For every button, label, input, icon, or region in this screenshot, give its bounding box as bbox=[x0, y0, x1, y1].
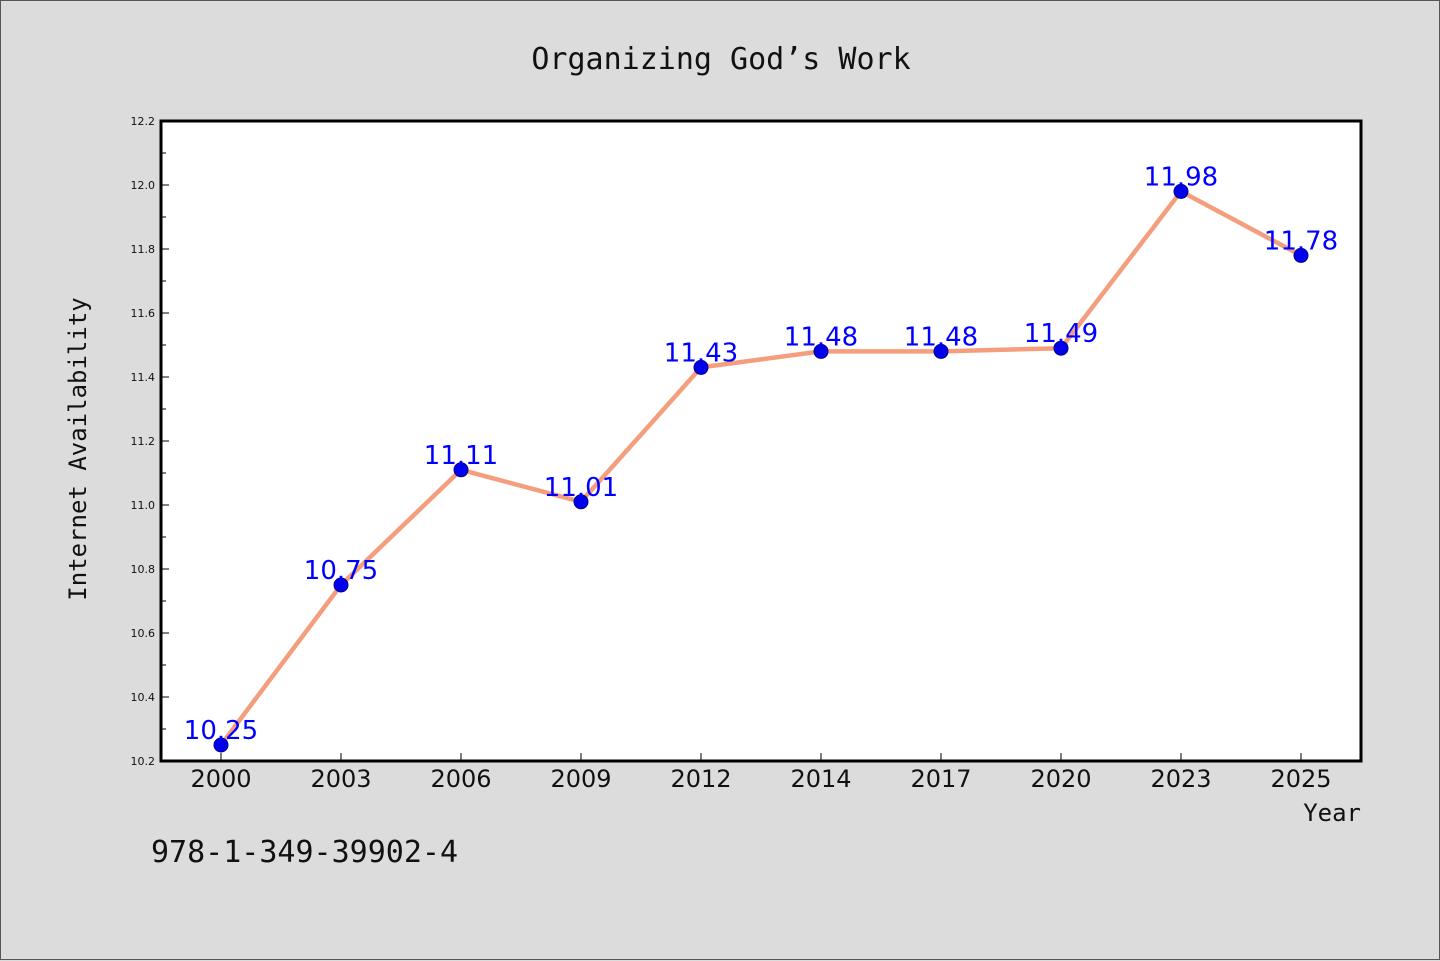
data-label: 11.43 bbox=[664, 338, 738, 368]
plot-area bbox=[159, 119, 1363, 763]
x-tick-label: 2000 bbox=[190, 765, 251, 793]
x-tick-label: 2017 bbox=[910, 765, 971, 793]
data-label: 10.75 bbox=[304, 556, 378, 586]
x-tick-label: 2025 bbox=[1270, 765, 1331, 793]
data-label: 11.98 bbox=[1144, 162, 1218, 192]
data-label: 11.01 bbox=[544, 473, 618, 503]
data-series bbox=[213, 183, 1309, 753]
y-tick-label: 12.2 bbox=[131, 115, 156, 128]
isbn-text: 978-1-349-39902-4 bbox=[151, 835, 459, 870]
data-label: 10.25 bbox=[184, 716, 258, 746]
data-label: 11.11 bbox=[424, 441, 498, 471]
series-line bbox=[218, 189, 1304, 748]
data-label: 11.48 bbox=[784, 322, 858, 352]
y-tick-label: 11.4 bbox=[131, 371, 156, 384]
data-point bbox=[573, 494, 589, 510]
x-tick-label: 2014 bbox=[790, 765, 851, 793]
y-tick-label: 12.0 bbox=[131, 179, 156, 192]
y-tick-label: 11.8 bbox=[131, 243, 156, 256]
y-tick-label: 10.2 bbox=[131, 755, 156, 768]
x-tick-label: 2009 bbox=[550, 765, 611, 793]
data-point bbox=[333, 577, 349, 593]
y-tick-label: 11.2 bbox=[131, 435, 156, 448]
data-labels: 10.25 10.75 11.11 11.01 11.43 11.48 11.48 11.49… bbox=[184, 162, 1338, 746]
x-tick-label: 2006 bbox=[430, 765, 491, 793]
data-label: 11.78 bbox=[1264, 226, 1338, 256]
data-point bbox=[813, 343, 829, 359]
x-tick-label: 2003 bbox=[310, 765, 371, 793]
data-label: 11.48 bbox=[904, 322, 978, 352]
data-point bbox=[1053, 340, 1069, 356]
data-point bbox=[1293, 247, 1309, 263]
data-point bbox=[693, 359, 709, 375]
data-point bbox=[933, 343, 949, 359]
data-point bbox=[213, 737, 229, 753]
y-tick-label: 11.6 bbox=[131, 307, 156, 320]
x-axis-title: Year bbox=[1303, 799, 1361, 827]
data-point bbox=[1173, 183, 1189, 199]
y-axis: 10.2 10.4 10.6 10.8 11.0 11.2 11.4 11.6 11.8 12.0… bbox=[131, 115, 169, 768]
chart-title: Organizing God’s Work bbox=[531, 42, 910, 77]
y-axis-title: Internet Availability bbox=[64, 297, 92, 600]
x-axis: 2000 2003 2006 2009 2012 2014 2017 2020 2023 2025 bbox=[190, 753, 1332, 793]
data-point bbox=[453, 462, 469, 478]
y-tick-label: 10.8 bbox=[131, 563, 156, 576]
x-tick-label: 2012 bbox=[670, 765, 731, 793]
y-tick-label: 10.4 bbox=[131, 691, 156, 704]
x-tick-label: 2023 bbox=[1150, 765, 1211, 793]
y-tick-label: 10.6 bbox=[131, 627, 156, 640]
data-label: 11.49 bbox=[1024, 319, 1098, 349]
x-tick-label: 2020 bbox=[1030, 765, 1091, 793]
y-tick-label: 11.0 bbox=[131, 499, 156, 512]
